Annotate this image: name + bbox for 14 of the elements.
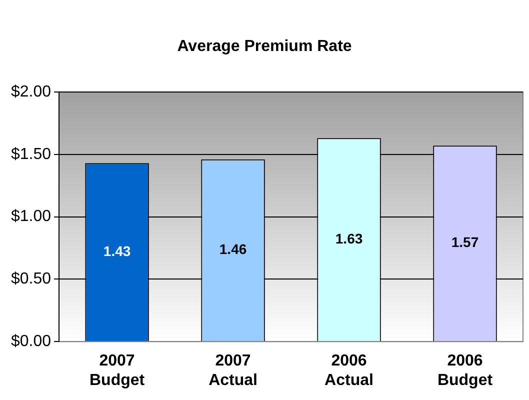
chart-title: Average Premium Rate xyxy=(176,38,353,56)
y-tick-label: $2.00 xyxy=(10,83,52,100)
y-tick-label: $0.00 xyxy=(10,333,52,350)
x-tick-label: 2007 Budget xyxy=(89,352,146,389)
data-label: 1.57 xyxy=(451,234,479,250)
y-tick-label: $0.50 xyxy=(10,270,52,288)
y-tick-label: $1.00 xyxy=(10,208,52,226)
data-label: 1.43 xyxy=(103,242,131,259)
x-tick-label: 2007 Actual xyxy=(208,352,258,389)
data-label: 1.63 xyxy=(335,230,363,246)
y-tick-label: $1.50 xyxy=(10,146,52,163)
x-tick-label: 2006 Actual xyxy=(324,352,374,389)
data-label: 1.46 xyxy=(219,241,247,258)
x-tick-label: 2006 Budget xyxy=(437,352,494,389)
